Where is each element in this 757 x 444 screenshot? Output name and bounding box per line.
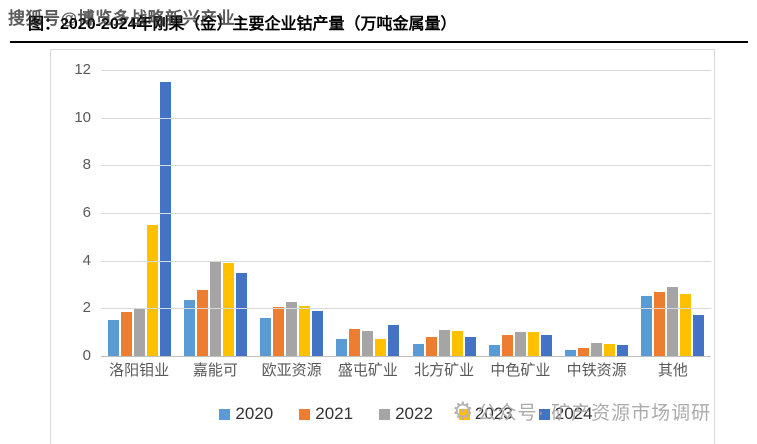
- bar-2020: [183, 300, 195, 356]
- bar-2024: [159, 81, 171, 356]
- bar-2020: [336, 339, 348, 356]
- bar-2022: [591, 342, 603, 356]
- bar-2024: [312, 310, 324, 356]
- bar-group: [482, 70, 558, 356]
- bar-group: [559, 70, 635, 356]
- gear-icon: ⚙: [452, 397, 474, 425]
- legend-label: 2024: [554, 404, 593, 423]
- legend-label: 2020: [235, 404, 274, 423]
- bar-2023: [146, 224, 158, 356]
- legend-item: 2023: [458, 404, 513, 424]
- gridline: [101, 165, 711, 167]
- bar-2021: [578, 347, 590, 356]
- legend-item: 2024: [538, 404, 593, 424]
- watermark-wechat-text: 公众号· 矿产资源市场调研: [477, 403, 712, 424]
- legend-swatch: [538, 408, 550, 420]
- bar-group: [330, 70, 406, 356]
- bar-2022: [286, 302, 298, 356]
- x-axis-label: 北方矿业: [414, 362, 475, 379]
- y-axis-label: 6: [82, 204, 91, 221]
- y-axis-label: 8: [82, 156, 91, 174]
- y-axis-label: 0: [82, 347, 91, 364]
- bar-2024: [617, 345, 629, 356]
- bar-2021: [196, 290, 208, 356]
- watermark-sohu: 搜狐号@博览多战略新兴产业: [8, 9, 236, 28]
- legend-swatch: [299, 408, 311, 420]
- bar-2023: [222, 263, 234, 356]
- gridline: [101, 308, 711, 310]
- legend-item: 2021: [299, 404, 353, 424]
- watermark-wechat: ⚙ 公众号· 矿产资源市场调研: [452, 398, 711, 425]
- bar-2022: [133, 308, 145, 356]
- bar-2022: [362, 330, 374, 356]
- bar-2021: [654, 291, 666, 356]
- bar-2020: [488, 345, 500, 356]
- legend-item: 2020: [219, 404, 273, 424]
- x-axis-label: 嘉能可: [192, 362, 238, 379]
- bar-2023: [680, 294, 692, 356]
- bar-2020: [565, 350, 577, 356]
- bar-2023: [527, 332, 539, 356]
- bar-2020: [107, 320, 119, 356]
- chart-container: 洛阳钼业 嘉能可 欧亚资源 盛屯矿业 北方矿业 中色矿业 中铁资源 其他 2020 2021 20…: [50, 49, 715, 444]
- bar-group: [635, 70, 711, 356]
- bar-2024: [388, 325, 400, 356]
- x-axis-label: 欧亚资源: [261, 362, 322, 379]
- bar-group: [101, 70, 177, 356]
- bar-2023: [299, 305, 311, 356]
- plot-area: [101, 70, 711, 357]
- gridline: [101, 213, 711, 214]
- bar-2020: [412, 344, 424, 356]
- legend-swatch: [219, 408, 231, 420]
- x-axis-label: 中铁资源: [566, 362, 627, 379]
- y-axis-label: 4: [82, 251, 91, 269]
- x-axis-labels: 洛阳钼业 嘉能可 欧亚资源 盛屯矿业 北方矿业 中色矿业 中铁资源 其他: [101, 362, 711, 380]
- bar-2021: [349, 328, 361, 356]
- gridline: [101, 356, 711, 357]
- bar-2022: [514, 332, 526, 356]
- bar-2021: [501, 334, 513, 356]
- bar-2023: [604, 344, 616, 356]
- bar-2023: [451, 330, 463, 356]
- page-title: 图：2020-2024年刚果（金）主要企业钴产量（万吨金属量）: [28, 16, 457, 33]
- bar-2022: [667, 286, 679, 356]
- x-axis-label: 其他: [657, 362, 688, 379]
- legend: 2020 2021 2022 2023 2024: [101, 404, 711, 424]
- y-axis-label: 12: [74, 61, 91, 78]
- x-axis-label: 中色矿业: [490, 362, 551, 379]
- bar-2021: [273, 307, 285, 356]
- bar-group: [406, 70, 482, 356]
- y-axis-label: 10: [74, 108, 91, 126]
- legend-swatch: [379, 408, 391, 420]
- legend-label: 2021: [315, 404, 354, 423]
- legend-label: 2022: [395, 404, 433, 423]
- legend-item: 2022: [379, 404, 433, 424]
- x-axis-label: 盛屯矿业: [337, 362, 398, 379]
- bar-2021: [120, 311, 132, 356]
- x-axis-label: 洛阳钼业: [109, 362, 170, 379]
- gridline: [101, 117, 711, 119]
- bar-2023: [375, 339, 387, 356]
- bar-2022: [438, 329, 450, 356]
- title-divider: [10, 41, 748, 43]
- y-axis-label: 2: [82, 299, 91, 317]
- legend-label: 2023: [474, 404, 513, 423]
- gridline: [101, 260, 711, 262]
- bar-2020: [260, 317, 272, 356]
- legend-swatch: [458, 408, 470, 420]
- gridline: [101, 70, 711, 71]
- bar-2024: [235, 272, 247, 356]
- bar-2021: [425, 336, 437, 356]
- bar-2024: [540, 334, 552, 356]
- bar-group: [254, 70, 330, 356]
- bar-2024: [464, 336, 476, 356]
- bar-2024: [693, 315, 705, 356]
- bar-2020: [641, 296, 653, 356]
